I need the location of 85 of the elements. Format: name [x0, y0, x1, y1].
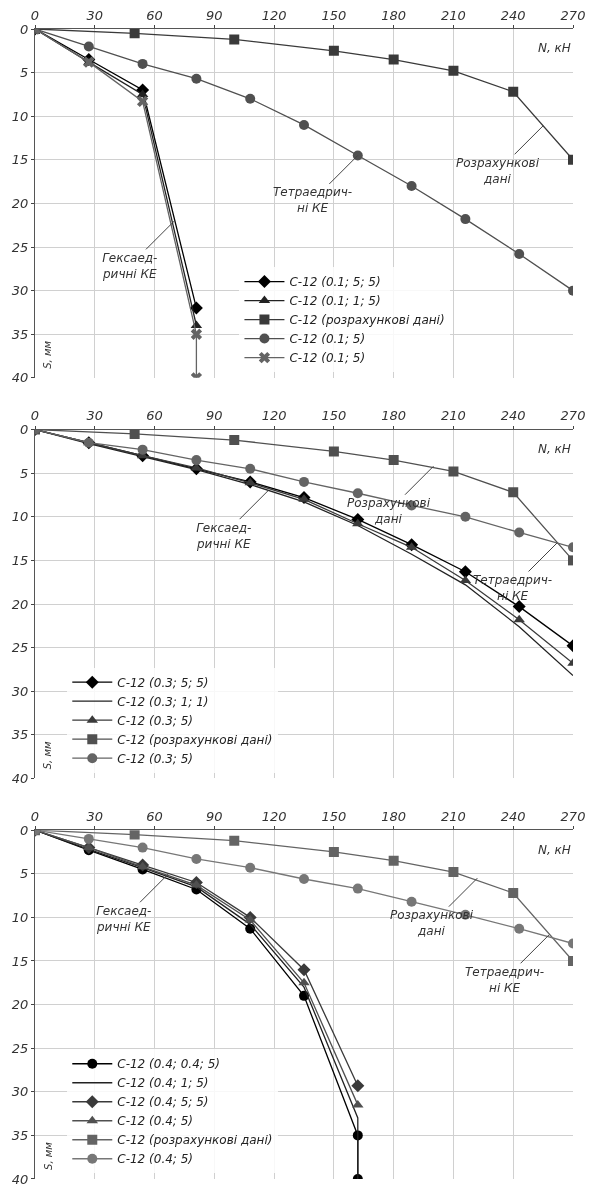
x-tick-label: 120: [261, 808, 287, 824]
y-tick-label: 5: [20, 866, 29, 882]
x-tick-label: 180: [381, 408, 407, 424]
y-tick-label: 10: [11, 108, 29, 124]
y-tick-label: 5: [20, 65, 29, 81]
x-axis-title: N, кН: [538, 41, 571, 55]
legend-label: С-12 (0.4; 5): [117, 1152, 194, 1167]
x-tick-label: 0: [30, 408, 40, 424]
y-axis-title: S, мм: [42, 340, 54, 369]
y-tick-label: 40: [11, 770, 29, 786]
y-tick-label: 15: [11, 953, 29, 969]
legend-label: С-12 (0.3; 5): [117, 751, 194, 766]
y-axis-title: S, мм: [42, 741, 54, 770]
annotation: Гексаед- ричні КЕ: [102, 251, 158, 281]
y-tick-label: 20: [11, 195, 29, 211]
x-tick-label: 0: [30, 7, 40, 23]
y-tick-label: 30: [11, 283, 29, 299]
x-axis-title: N, кН: [538, 843, 571, 857]
annotation: Гексаед- ричні КЕ: [196, 521, 252, 551]
legend-label: С-12 (0.3; 5; 5): [117, 675, 209, 690]
annotation: Тетраедрич- ні КЕ: [465, 965, 545, 995]
y-tick-label: 25: [11, 239, 29, 255]
x-tick-label: 90: [206, 7, 223, 23]
x-tick-label: 90: [206, 408, 223, 424]
x-tick-label: 270: [560, 7, 586, 23]
legend-label: С-12 (0.4; 0.4; 5): [117, 1057, 220, 1072]
y-tick-label: 20: [11, 596, 29, 612]
legend-label: С-12 (0.3; 5): [117, 713, 194, 728]
x-tick-label: 240: [500, 408, 526, 424]
x-tick-label: 60: [146, 408, 163, 424]
y-tick-label: 15: [11, 552, 29, 568]
x-tick-label: 240: [500, 808, 526, 824]
x-tick-label: 30: [86, 408, 104, 424]
x-tick-label: 210: [441, 408, 466, 424]
y-tick-label: 25: [11, 640, 29, 656]
x-tick-label: 150: [321, 808, 347, 824]
y-tick-label: 35: [11, 326, 29, 342]
y-tick-label: 40: [11, 1171, 29, 1187]
x-tick-label: 0: [30, 808, 40, 824]
x-tick-label: 150: [321, 408, 347, 424]
legend-label: С-12 (розрахункові дані): [117, 732, 273, 747]
legend-label: С-12 (0.1; 5): [289, 332, 366, 347]
annotation: Розрахункові дані: [456, 156, 540, 186]
y-tick-label: 0: [20, 422, 29, 438]
legend-label: С-12 (0.1; 5; 5): [289, 275, 381, 290]
x-tick-label: 180: [381, 7, 407, 23]
x-tick-label: 210: [441, 7, 466, 23]
annotation: Тетраедрич- ні КЕ: [273, 185, 353, 215]
x-tick-label: 120: [261, 7, 287, 23]
legend-label: С-12 (0.1; 1; 5): [289, 294, 381, 309]
y-tick-label: 0: [20, 21, 29, 37]
x-axis-title: N, кН: [538, 442, 571, 456]
y-axis-title: S, мм: [42, 1141, 54, 1170]
legend-label: С-12 (0.1; 5): [289, 351, 366, 366]
x-tick-label: 180: [381, 808, 407, 824]
y-tick-label: 0: [20, 822, 29, 838]
x-tick-label: 30: [86, 7, 104, 23]
y-tick-label: 10: [11, 509, 29, 525]
x-tick-label: 240: [500, 7, 526, 23]
x-tick-label: 30: [86, 808, 104, 824]
y-tick-label: 10: [11, 909, 29, 925]
legend-label: С-12 (0.3; 1; 1): [117, 694, 209, 709]
x-tick-label: 150: [321, 7, 347, 23]
x-tick-label: 210: [441, 808, 466, 824]
y-tick-label: 25: [11, 1040, 29, 1056]
legend-label: С-12 (0.4; 1; 5): [117, 1076, 209, 1091]
legend-label: С-12 (0.4; 5; 5): [117, 1095, 209, 1110]
y-tick-label: 30: [11, 683, 29, 699]
x-tick-label: 60: [146, 808, 163, 824]
y-tick-label: 35: [11, 1127, 29, 1143]
legend-label: С-12 (розрахункові дані): [117, 1133, 273, 1148]
x-tick-label: 270: [560, 408, 586, 424]
x-tick-label: 270: [560, 808, 586, 824]
x-tick-label: 120: [261, 408, 287, 424]
annotation: Гексаед- ричні КЕ: [96, 904, 152, 934]
y-tick-label: 30: [11, 1084, 29, 1100]
y-tick-label: 20: [11, 997, 29, 1013]
legend-label: С-12 (0.4; 5): [117, 1114, 194, 1129]
y-tick-label: 35: [11, 727, 29, 743]
y-tick-label: 40: [11, 370, 29, 386]
legend-label: С-12 (розрахункові дані): [289, 313, 445, 328]
x-tick-label: 60: [146, 7, 163, 23]
y-tick-label: 15: [11, 152, 29, 168]
y-tick-label: 5: [20, 465, 29, 481]
x-tick-label: 90: [206, 808, 223, 824]
